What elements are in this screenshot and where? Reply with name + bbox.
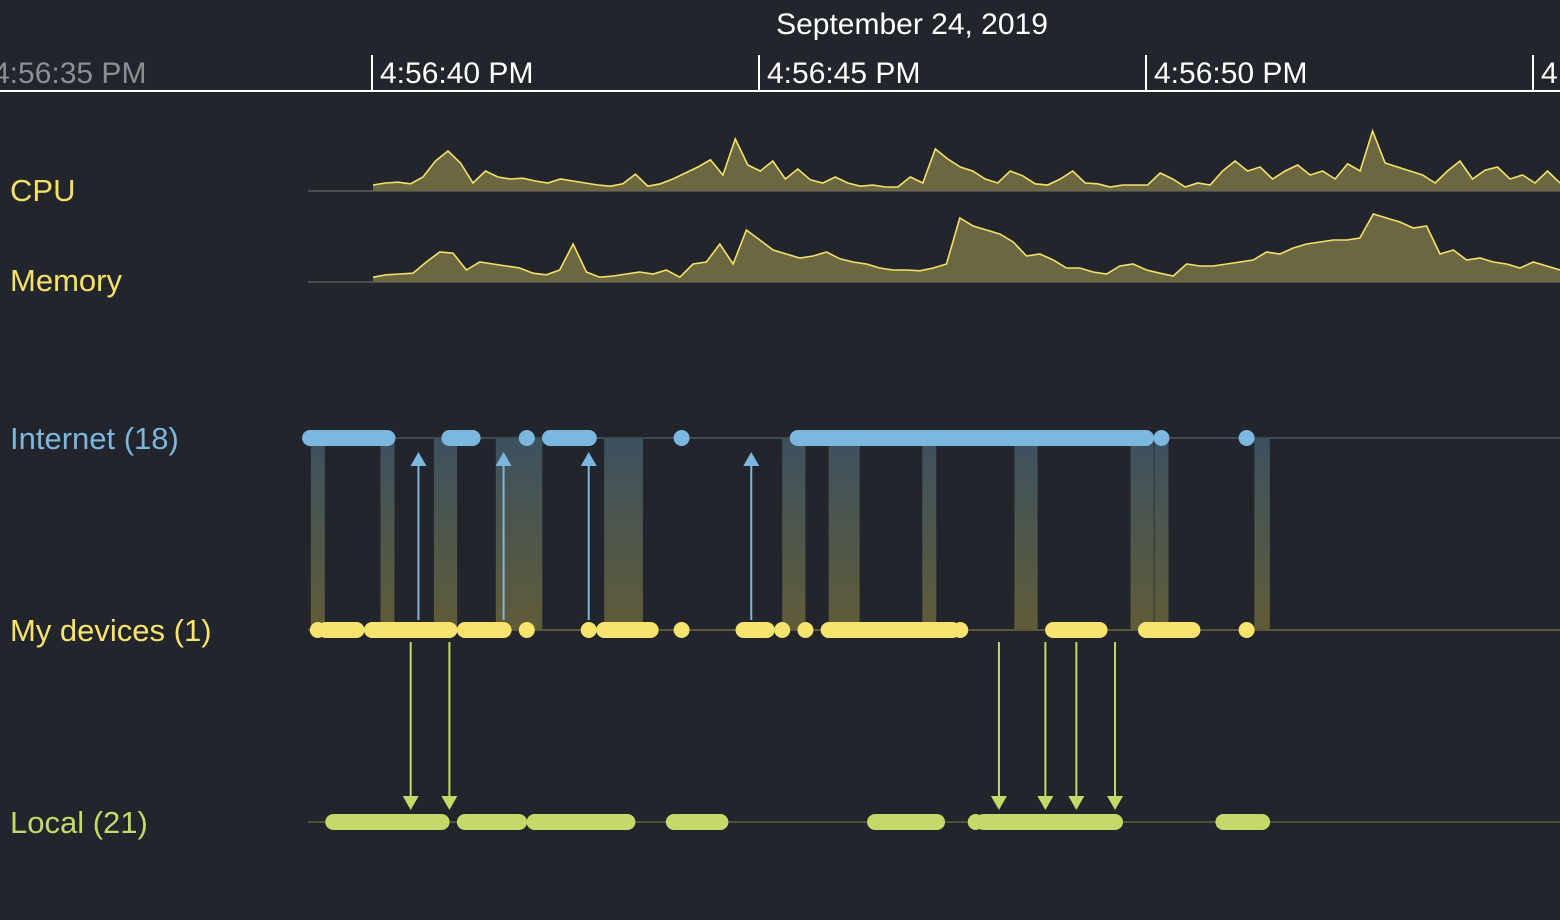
lane-activity-dot: [673, 622, 690, 638]
connection-arrow-head: [990, 796, 1007, 810]
lane-activity-dot: [1238, 430, 1255, 446]
lane-activity-dot: [580, 430, 597, 446]
connection-span: [1254, 438, 1270, 630]
connection-span: [922, 438, 937, 630]
connection-arrow-head: [1107, 796, 1124, 810]
connection-arrows: [402, 452, 1124, 810]
lane-activity-dot: [797, 622, 814, 638]
connection-span: [433, 438, 458, 630]
connection-span: [604, 438, 643, 630]
tick-label: 4:56:35 PM: [0, 57, 146, 90]
lane-activity-dot: [712, 814, 729, 830]
connection-arrow-head: [441, 796, 458, 810]
metric-line-cpu: [372, 128, 1560, 188]
lane-activity-dot: [921, 622, 938, 638]
lane-activity-dot: [309, 622, 326, 638]
lane-activity-dot: [952, 430, 969, 446]
lane-activity-dot: [1238, 814, 1255, 830]
lane-activity-dot: [1029, 814, 1046, 830]
connection-arrow-head: [410, 452, 427, 466]
lane-activity-dot: [1153, 622, 1170, 638]
lane-label-my-devices: My devices (1): [10, 613, 212, 648]
lane-activity-dot: [1153, 430, 1170, 446]
tick-label: 4:56:40 PM: [380, 57, 533, 90]
tick-label: 4:56:50 PM: [1154, 57, 1307, 90]
tick-label: 4:56:45 PM: [767, 57, 920, 90]
lane-activity-dot: [952, 622, 969, 638]
lane-activity-dot: [580, 622, 597, 638]
connection-arrow-head: [1068, 796, 1085, 810]
connection-arrow-head: [1037, 796, 1054, 810]
connection-span: [1154, 438, 1169, 630]
metric-area-memory: [373, 214, 1560, 282]
lane-activity-dot: [998, 814, 1015, 830]
time-axis-ticks: 4:56:35 PM 4:56:40 PM 4:56:45 PM 4:56:50 PM…: [0, 55, 1560, 91]
activity-lanes: [302, 430, 1560, 830]
lane-activity-dot: [967, 814, 984, 830]
lane-activity-dot: [673, 430, 690, 446]
connection-arrow-head: [580, 452, 597, 466]
lane-activity-dot: [309, 430, 326, 446]
memory-label: Memory: [10, 263, 122, 298]
lane-label-internet: Internet (18): [10, 421, 179, 456]
tick-label: 4:56:55 PM: [1541, 57, 1560, 90]
cpu-label: CPU: [10, 173, 75, 208]
connection-arrow-head: [402, 796, 419, 810]
metric-sparklines: [308, 128, 1560, 283]
metric-line-memory: [372, 213, 1560, 279]
connection-arrow-head: [495, 452, 512, 466]
lane-activity-dot: [518, 622, 535, 638]
connection-span: [1130, 438, 1154, 630]
metric-area-cpu: [373, 131, 1560, 191]
connection-span: [828, 438, 860, 630]
connection-arrow-head: [743, 452, 760, 466]
lane-activity-dot: [774, 622, 791, 638]
lane-activity-dot: [1168, 622, 1185, 638]
connection-span: [380, 438, 395, 630]
connection-span: [310, 438, 325, 630]
lane-activity-dot: [518, 430, 535, 446]
lane-label-local: Local (21): [10, 805, 148, 840]
connection-span: [1014, 438, 1038, 630]
lane-activity-dot: [921, 430, 938, 446]
lane-activity-dot: [1238, 622, 1255, 638]
connection-span: [782, 438, 806, 630]
date-label: September 24, 2019: [776, 8, 1048, 41]
